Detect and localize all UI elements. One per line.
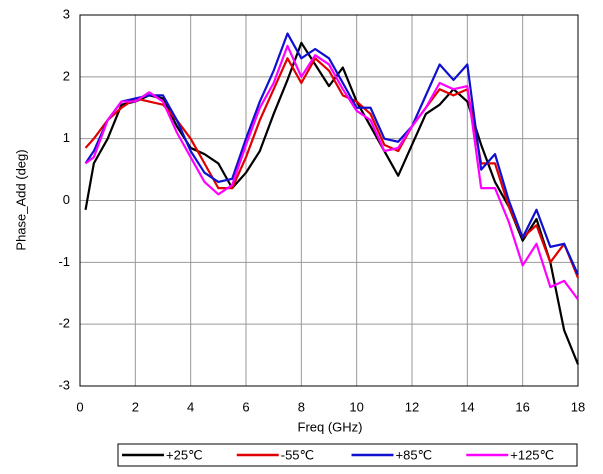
series-line — [84, 44, 579, 301]
x-tick-label: 4 — [187, 399, 194, 414]
series-line — [84, 57, 580, 279]
x-tick-label: 10 — [349, 399, 363, 414]
x-tick-label: 14 — [460, 399, 474, 414]
y-tick-label: -2 — [58, 316, 70, 331]
x-axis-title: Freq (GHz) — [298, 419, 363, 434]
plot-frame — [79, 14, 579, 387]
y-tick-label: 2 — [63, 68, 70, 83]
y-tick-label: 1 — [63, 130, 70, 145]
y-tick-label: -1 — [58, 254, 70, 269]
y-tick-label: -3 — [58, 377, 70, 392]
x-tick-label: 6 — [242, 399, 249, 414]
legend-label: +125℃ — [510, 447, 554, 462]
x-tick-label: 16 — [515, 399, 529, 414]
x-tick-label: 12 — [405, 399, 419, 414]
y-tick-label: 3 — [63, 6, 70, 21]
x-tick-label: 0 — [76, 399, 83, 414]
y-axis-title: Phase_Add (deg) — [13, 149, 28, 250]
legend-box — [117, 443, 578, 467]
series-line — [84, 32, 580, 276]
legend-label: -55℃ — [281, 447, 314, 462]
series-line — [84, 41, 580, 365]
legend-label: +25℃ — [166, 447, 203, 462]
x-tick-label: 2 — [132, 399, 139, 414]
legend-label: +85℃ — [396, 447, 433, 462]
x-tick-label: 18 — [571, 399, 585, 414]
y-tick-label: 0 — [63, 192, 70, 207]
x-tick-label: 8 — [298, 399, 305, 414]
